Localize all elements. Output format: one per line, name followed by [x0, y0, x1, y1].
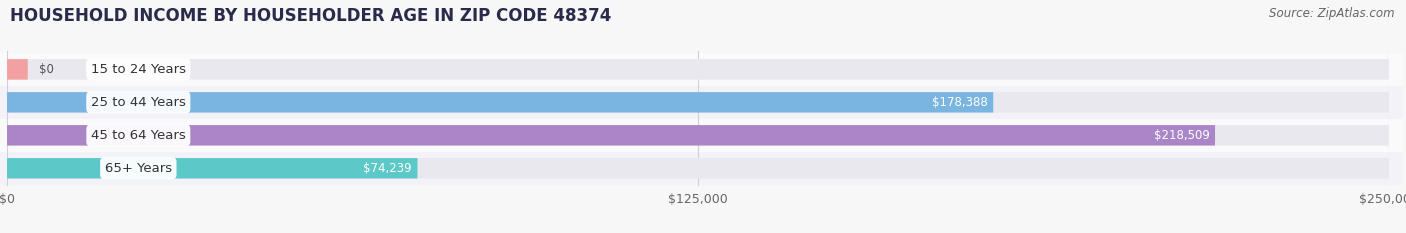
- FancyBboxPatch shape: [0, 152, 1403, 185]
- Text: 65+ Years: 65+ Years: [105, 162, 172, 175]
- FancyBboxPatch shape: [7, 92, 993, 113]
- Text: $74,239: $74,239: [363, 162, 412, 175]
- Text: 15 to 24 Years: 15 to 24 Years: [91, 63, 186, 76]
- FancyBboxPatch shape: [7, 125, 1389, 146]
- FancyBboxPatch shape: [7, 158, 1389, 178]
- Text: 45 to 64 Years: 45 to 64 Years: [91, 129, 186, 142]
- Text: Source: ZipAtlas.com: Source: ZipAtlas.com: [1270, 7, 1395, 20]
- FancyBboxPatch shape: [0, 119, 1403, 152]
- FancyBboxPatch shape: [0, 86, 1403, 119]
- FancyBboxPatch shape: [7, 125, 1215, 146]
- FancyBboxPatch shape: [7, 158, 418, 178]
- FancyBboxPatch shape: [7, 59, 28, 80]
- FancyBboxPatch shape: [7, 59, 1389, 80]
- Text: $218,509: $218,509: [1154, 129, 1209, 142]
- FancyBboxPatch shape: [7, 92, 1389, 113]
- Text: 25 to 44 Years: 25 to 44 Years: [91, 96, 186, 109]
- FancyBboxPatch shape: [0, 53, 1403, 86]
- Text: HOUSEHOLD INCOME BY HOUSEHOLDER AGE IN ZIP CODE 48374: HOUSEHOLD INCOME BY HOUSEHOLDER AGE IN Z…: [10, 7, 612, 25]
- Text: $0: $0: [39, 63, 53, 76]
- Text: $178,388: $178,388: [932, 96, 987, 109]
